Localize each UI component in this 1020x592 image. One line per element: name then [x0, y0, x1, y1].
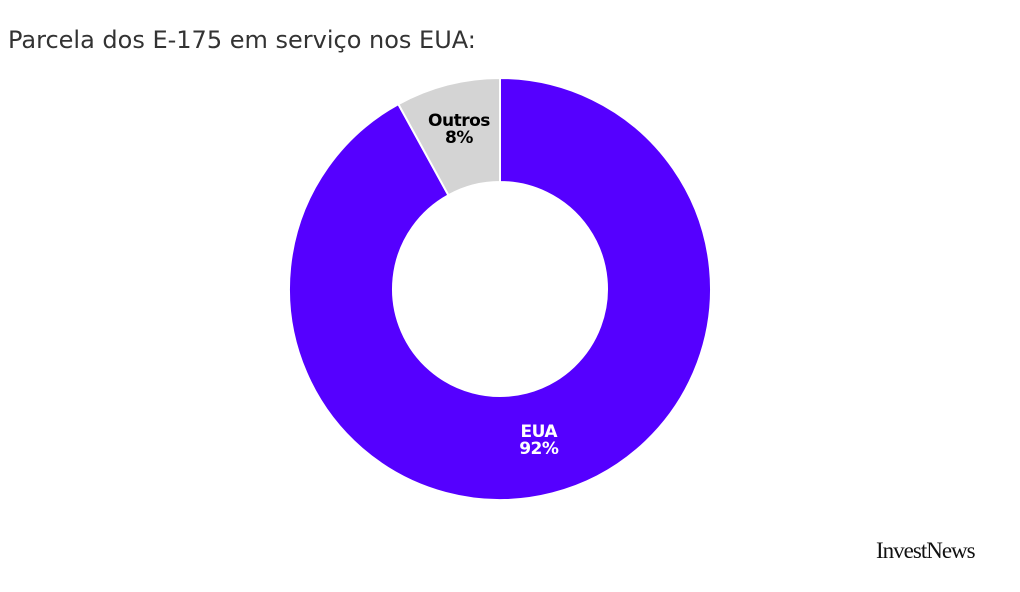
slice-outros: [396, 76, 501, 197]
investnews-logo: InvestNews: [876, 538, 976, 563]
slice-eua: [288, 76, 712, 501]
slice-label-eua: EUA: [521, 422, 559, 442]
slice-value-outros: 8%: [445, 128, 473, 148]
slice-label-outros: Outros: [428, 111, 490, 131]
chart-title: Parcela dos E-175 em serviço nos EUA:: [8, 26, 476, 54]
slice-value-eua: 92%: [519, 439, 559, 459]
donut-slices: [288, 76, 712, 501]
